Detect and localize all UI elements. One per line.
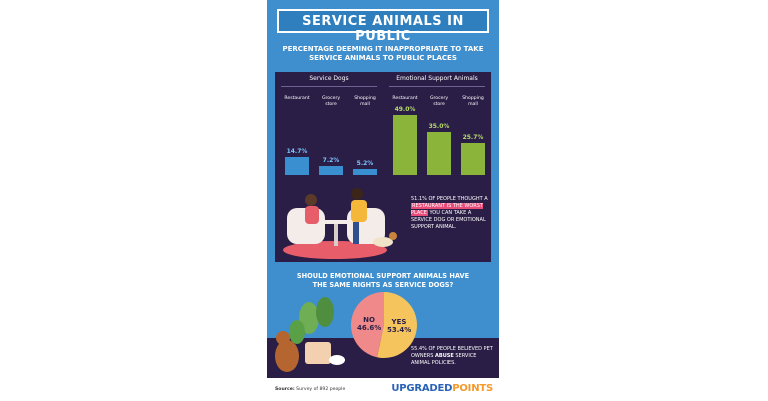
tick-label-0-1: Grocery store bbox=[321, 96, 341, 107]
page-title: SERVICE ANIMALS IN PUBLIC bbox=[302, 14, 464, 44]
rights-pie-chart bbox=[351, 292, 417, 358]
person-right-head bbox=[351, 188, 363, 200]
abuse-note: 55.4% OF PEOPLE BELIEVED PET OWNERS ABUS… bbox=[411, 346, 495, 367]
pie-slice-yes bbox=[377, 292, 417, 358]
pie-no-value: 46.6% bbox=[357, 324, 382, 332]
person-right-body bbox=[351, 200, 367, 222]
data-label-0-0: 14.7% bbox=[286, 147, 308, 155]
subtitle-line-2: SERVICE ANIMALS TO PUBLIC PLACES bbox=[309, 54, 457, 62]
pie-no-category: NO bbox=[363, 316, 375, 324]
data-label-1-2: 25.7% bbox=[462, 134, 484, 142]
esa-header: Emotional Support Animals bbox=[396, 75, 478, 82]
pie-yes-category: YES bbox=[391, 318, 407, 326]
coffee-cup bbox=[329, 355, 345, 365]
tick-label-0-0: Restaurant bbox=[284, 96, 310, 101]
callout-post: YOU CAN TAKE A SERVICE DOG OR EMOTIONAL … bbox=[411, 210, 486, 230]
pie-question-line-1: SHOULD EMOTIONAL SUPPORT ANIMALS HAVE bbox=[296, 272, 470, 280]
table-leg bbox=[334, 224, 338, 246]
title-banner: SERVICE ANIMALS IN PUBLIC bbox=[277, 9, 489, 44]
bar-0-1 bbox=[319, 166, 343, 175]
bar-1-1 bbox=[427, 131, 451, 175]
plant-leaf-2 bbox=[316, 297, 334, 327]
subtitle-line-1: PERCENTAGE DEEMING IT INAPPROPRIATE TO T… bbox=[282, 45, 484, 53]
bar-1-0 bbox=[393, 114, 417, 175]
brand-part-b: POINTS bbox=[452, 383, 493, 394]
bar-chart-panel: Service Dogs Emotional Support Animals R… bbox=[275, 72, 491, 262]
tick-label-1-0: Restaurant bbox=[392, 96, 418, 101]
infographic-poster: SERVICE ANIMALS IN PUBLIC PERCENTAGE DEE… bbox=[267, 0, 499, 401]
plant-leaf-1 bbox=[299, 302, 319, 334]
abuse-post: SERVICE ANIMAL POLICIES. bbox=[411, 353, 477, 366]
person-right-legs bbox=[353, 222, 359, 244]
abuse-pre: 55.4% OF PEOPLE BELIEVED PET OWNERS bbox=[411, 346, 493, 359]
footer: Source: Survey of 892 people UPGRADEDPOI… bbox=[267, 378, 499, 401]
pie-slice-no bbox=[351, 292, 384, 358]
header-divider-right bbox=[389, 86, 485, 87]
cat-body bbox=[275, 340, 299, 372]
pie-question: SHOULD EMOTIONAL SUPPORT ANIMALS HAVE TH… bbox=[285, 272, 481, 290]
tick-label-1-1: Grocery store bbox=[429, 96, 449, 107]
plant-pot bbox=[305, 342, 331, 364]
tick-label-1-2: Shopping mall bbox=[462, 96, 484, 107]
bar-0-0 bbox=[285, 156, 309, 175]
pie-yes-value: 53.4% bbox=[387, 326, 412, 334]
person-left-body bbox=[305, 206, 319, 224]
dog-head bbox=[389, 232, 397, 240]
tick-label-0-2: Shopping mall bbox=[354, 96, 376, 107]
cat-head bbox=[276, 331, 290, 345]
plant-leaf-3 bbox=[289, 320, 305, 344]
plant-cat-illustration bbox=[275, 297, 345, 372]
abuse-bold: ABUSE bbox=[435, 353, 454, 359]
pie-label-yes: YES 53.4% bbox=[387, 318, 411, 334]
source-label: Source: bbox=[275, 387, 295, 392]
pie-question-line-2: THE SAME RIGHTS AS SERVICE DOGS? bbox=[312, 281, 454, 289]
data-label-0-1: 7.2% bbox=[322, 157, 340, 165]
data-label-1-1: 35.0% bbox=[428, 122, 450, 130]
bar-0-2 bbox=[353, 168, 377, 175]
dog-body bbox=[373, 237, 393, 247]
pie-label-no: NO 46.6% bbox=[357, 316, 381, 332]
service-dogs-header: Service Dogs bbox=[309, 75, 349, 82]
bar-1-2 bbox=[461, 143, 485, 175]
couple-at-table-illustration bbox=[283, 188, 397, 259]
table-top bbox=[323, 220, 349, 224]
chart-subtitle: PERCENTAGE DEEMING IT INAPPROPRIATE TO T… bbox=[281, 45, 485, 63]
person-left-head bbox=[305, 194, 317, 206]
header-divider-left bbox=[281, 86, 377, 87]
rug-shape bbox=[283, 241, 387, 259]
brand-logo: UPGRADEDPOINTS bbox=[391, 383, 493, 394]
data-label-1-0: 49.0% bbox=[394, 105, 416, 113]
brand-part-a: UPGRADED bbox=[391, 383, 453, 394]
data-label-0-2: 5.2% bbox=[356, 159, 374, 167]
callout-pre: 51.1% OF PEOPLE THOUGHT A bbox=[411, 196, 488, 202]
restaurant-callout: 51.1% OF PEOPLE THOUGHT A RESTAURANT IS … bbox=[411, 196, 491, 231]
source-text: Survey of 892 people bbox=[296, 387, 346, 392]
source-note: Source: Survey of 892 people bbox=[275, 387, 345, 392]
